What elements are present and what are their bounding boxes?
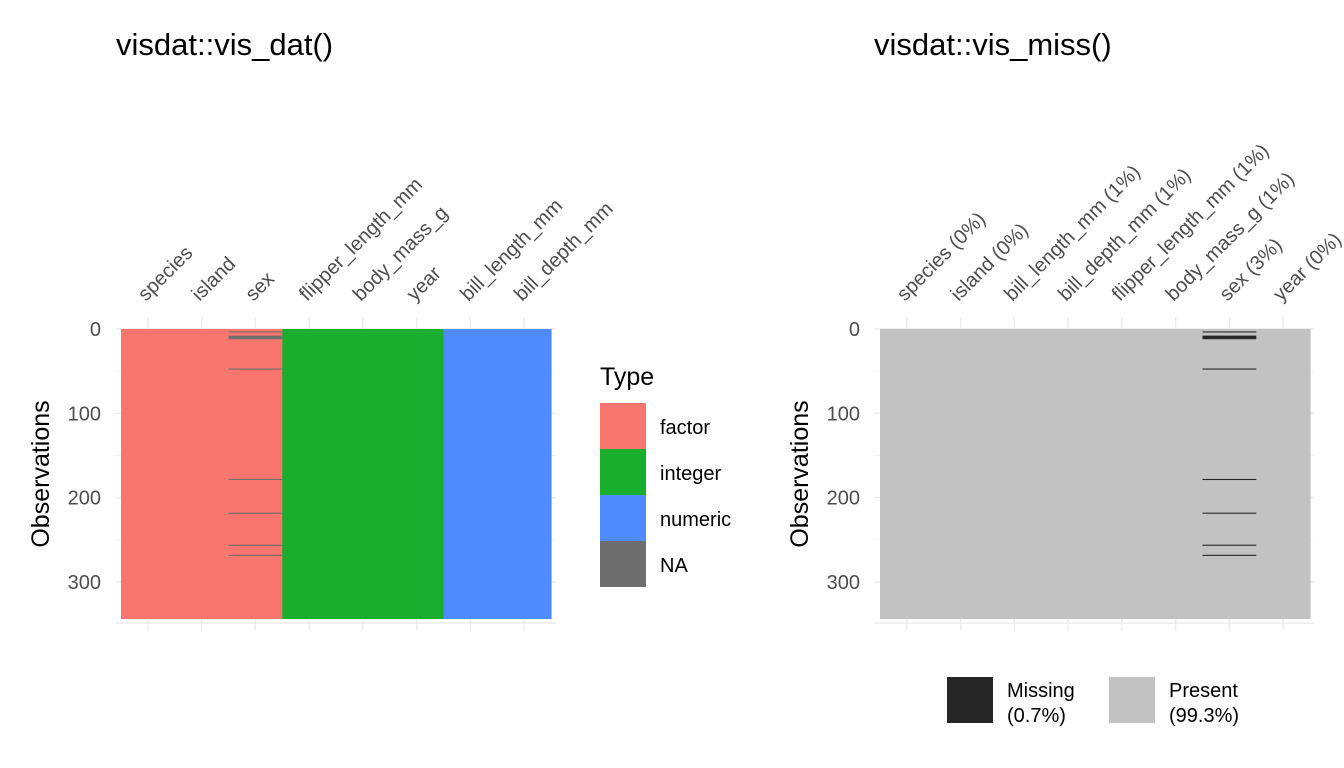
column-label-species: species bbox=[134, 242, 198, 306]
missing-mark-sex bbox=[1202, 544, 1257, 546]
missing-mark-sex bbox=[1202, 512, 1257, 514]
tile-column-flipper-length-mm bbox=[282, 329, 337, 619]
legend-label-missing: Missing bbox=[1007, 680, 1075, 702]
tile-column-island bbox=[933, 329, 989, 619]
missing-mark-sex bbox=[228, 338, 283, 340]
y-tick-label: 200 bbox=[827, 488, 860, 510]
y-axis-title: Observations bbox=[27, 400, 55, 547]
y-axis-title: Observations bbox=[786, 400, 814, 547]
legend-key-missing bbox=[947, 677, 993, 723]
missing-mark-sex bbox=[1202, 336, 1257, 338]
y-tick-label: 100 bbox=[68, 403, 101, 425]
missing-mark-sex bbox=[228, 554, 283, 556]
missing-mark-sex bbox=[1202, 337, 1257, 339]
tile-column-bill-depth-mm bbox=[497, 329, 552, 619]
legend-label-numeric: numeric bbox=[660, 509, 731, 531]
column-label-sex: sex bbox=[241, 268, 279, 306]
missing-mark-sex bbox=[228, 478, 283, 481]
tile-column-bill-depth-mm bbox=[1041, 329, 1096, 619]
legend-sublabel-present: (99.3%) bbox=[1169, 705, 1239, 727]
missing-mark-sex bbox=[228, 337, 283, 339]
legend-label-integer: integer bbox=[660, 463, 721, 485]
y-tick-label: 300 bbox=[68, 572, 101, 594]
tile-column-year bbox=[389, 329, 445, 619]
tile-column-flipper-length-mm bbox=[1095, 329, 1150, 619]
tile-column-bill-length-mm bbox=[987, 329, 1042, 619]
legend-key-numeric bbox=[600, 495, 646, 541]
tile-column-year bbox=[1256, 329, 1311, 619]
tile-column-island bbox=[174, 329, 230, 619]
column-label-body-mass-g: body_mass_g bbox=[349, 202, 453, 306]
missing-mark-sex bbox=[1202, 335, 1257, 337]
tile-column-sex bbox=[1202, 329, 1257, 619]
missing-mark-sex bbox=[228, 336, 283, 338]
missing-mark-sex bbox=[228, 335, 283, 337]
y-tick-label: 300 bbox=[827, 572, 860, 594]
legend-title: Type bbox=[600, 363, 654, 391]
column-label-island: island bbox=[188, 253, 241, 306]
legend-label-present: Present bbox=[1169, 680, 1238, 702]
missing-mark-sex bbox=[228, 331, 283, 333]
missing-mark-sex bbox=[1202, 338, 1257, 340]
y-tick-label: 0 bbox=[849, 319, 860, 341]
y-tick-label: 100 bbox=[827, 403, 860, 425]
tile-column-species bbox=[880, 329, 935, 619]
y-tick-label: 0 bbox=[90, 319, 101, 341]
missing-mark-sex bbox=[1202, 554, 1257, 556]
type-legend: Type factor integer numeric NA bbox=[600, 363, 731, 587]
column-label-bill-depth-mm: bill_depth_mm bbox=[510, 198, 618, 306]
column-label-year: year (0%) bbox=[1269, 229, 1344, 306]
legend-key-factor bbox=[600, 403, 646, 449]
missing-mark-sex bbox=[228, 512, 283, 514]
legend-label-factor: factor bbox=[660, 417, 710, 439]
tile-column-body-mass-g bbox=[1148, 329, 1204, 619]
legend-label-na: NA bbox=[660, 555, 688, 577]
tile-column-body-mass-g bbox=[336, 329, 391, 619]
tile-column-bill-length-mm bbox=[443, 329, 498, 619]
chart-title: visdat::vis_dat() bbox=[116, 27, 333, 62]
missing-mark-sex bbox=[228, 544, 283, 546]
y-tick-label: 200 bbox=[68, 488, 101, 510]
legend-key-present bbox=[1109, 677, 1155, 723]
missing-mark-sex bbox=[1202, 368, 1257, 370]
missing-mark-sex bbox=[1202, 478, 1257, 481]
tile-column-sex bbox=[228, 329, 283, 619]
missing-mark-sex bbox=[1202, 331, 1257, 333]
tile-column-species bbox=[121, 329, 176, 619]
legend-key-integer bbox=[600, 449, 646, 495]
legend-sublabel-missing: (0.7%) bbox=[1007, 705, 1066, 727]
column-label-year: year bbox=[403, 262, 446, 305]
chart-title: visdat::vis_miss() bbox=[874, 27, 1112, 62]
missing-legend: Missing (0.7%) Present (99.3%) bbox=[947, 677, 1239, 727]
legend-key-na bbox=[600, 541, 646, 587]
missing-mark-sex bbox=[228, 368, 283, 370]
